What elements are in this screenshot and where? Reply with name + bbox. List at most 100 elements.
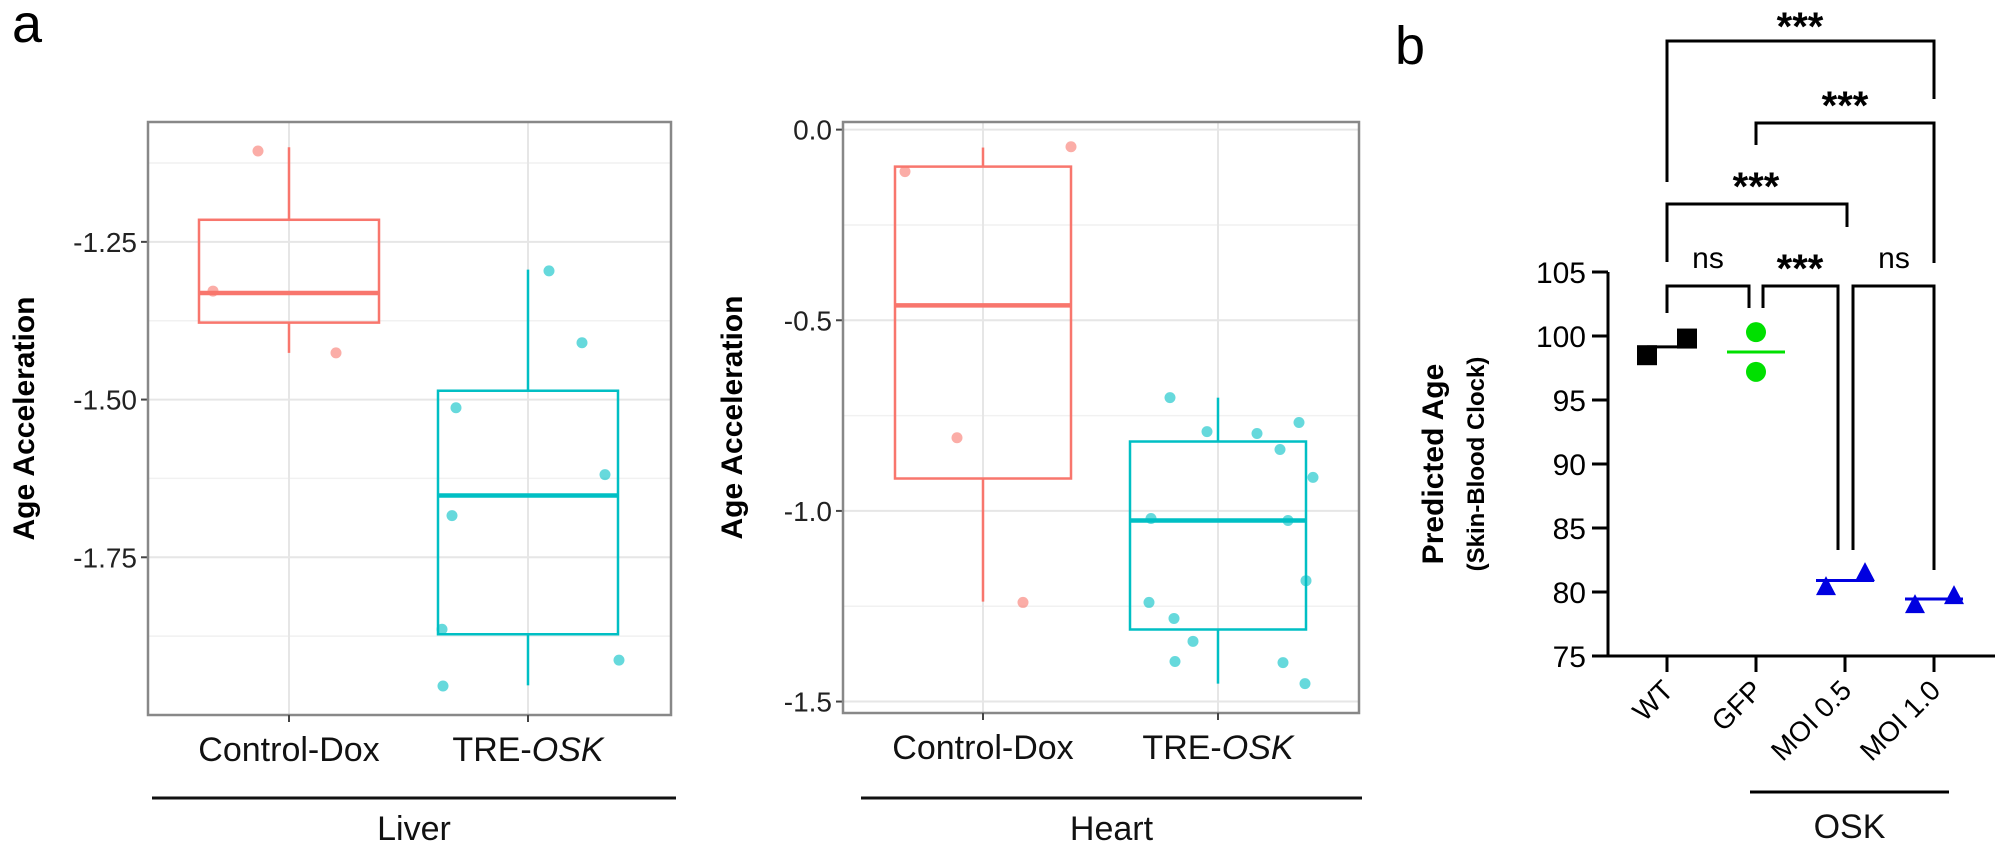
data-point (1017, 596, 1029, 608)
bracket-line (1761, 284, 1840, 550)
data-point-triangle (1944, 585, 1964, 605)
heart-boxplot: 0.0 -0.5 -1.0 -1.5 Control-Dox TRE-OSK Heart Ag… (716, 115, 1362, 845)
bracket-line (1665, 39, 1936, 182)
significance-bracket: *** (1665, 165, 1849, 262)
data-point (1169, 656, 1181, 668)
data-point (899, 166, 911, 178)
data-point (1187, 635, 1199, 647)
y-tick-label: 105 (1536, 257, 1586, 290)
y-tick-label: -1.0 (784, 496, 832, 527)
panel-label-b: b (1395, 16, 1425, 76)
x-tick-label-text: TRE- (1142, 729, 1221, 767)
y-axis-subtitle: (Skin-Blood Clock) (1463, 357, 1490, 572)
significance-label: ns (1878, 242, 1910, 275)
significance-bracket: ns (1665, 242, 1751, 313)
bracket-line (1851, 284, 1936, 570)
data-point (1307, 471, 1319, 483)
significance-label: *** (1733, 165, 1780, 209)
data-point (252, 145, 264, 157)
data-point-circle (1746, 322, 1766, 343)
data-point (330, 347, 342, 359)
significance-bracket: *** (1754, 84, 1936, 263)
y-tick-label: 90 (1553, 449, 1586, 482)
significance-label: *** (1777, 5, 1824, 49)
box-iqr (197, 218, 381, 324)
significance-bracket: ns (1851, 242, 1936, 570)
panel-label-a: a (12, 0, 43, 54)
box-iqr (436, 389, 620, 636)
data-point-square (1677, 328, 1697, 349)
bracket-line (1665, 284, 1751, 313)
y-axis-title: Age Acceleration (716, 296, 749, 540)
y-tick-label: 75 (1553, 641, 1586, 674)
data-point-triangle (1816, 576, 1836, 596)
plot-frame (146, 120, 673, 717)
x-tick-label-italic: OSK (532, 731, 605, 769)
y-tick-label: 100 (1536, 321, 1586, 354)
bracket-line (1754, 121, 1936, 263)
y-tick-label: -1.50 (73, 385, 137, 416)
x-tick-label-italic: OSK (1222, 729, 1295, 767)
y-tick-label: -1.5 (784, 687, 832, 718)
data-point (1168, 612, 1180, 624)
y-tick-label: -1.25 (73, 227, 137, 258)
y-tick-label: -0.5 (784, 305, 832, 336)
box-treatment (1128, 392, 1319, 690)
data-point (599, 469, 611, 481)
series-moi-1-0 (1905, 585, 1964, 614)
x-tick-label: TRE-OSK (452, 731, 604, 769)
liver-boxplot: -1.25 -1.50 -1.75 Control-Dox TRE-OSK Liver Ag… (8, 120, 676, 845)
y-tick-label: 0.0 (793, 115, 832, 146)
data-point (543, 265, 555, 277)
y-axis-title: Age Acceleration (8, 297, 41, 541)
data-point (207, 285, 219, 297)
y-tick-label: -1.75 (73, 542, 137, 573)
data-point (1065, 141, 1077, 153)
bracket-line (1665, 202, 1849, 262)
x-tick-label: Control-Dox (198, 731, 379, 769)
data-point (446, 510, 458, 522)
box-control (197, 145, 381, 359)
data-point (613, 654, 625, 666)
box-control (893, 141, 1077, 608)
x-tick-label: TRE-OSK (1142, 729, 1294, 767)
group-label: OSK (1814, 808, 1886, 845)
data-point (1201, 426, 1213, 438)
data-point (1145, 513, 1157, 525)
significance-label: ns (1692, 242, 1724, 275)
y-tick-label: 80 (1553, 577, 1586, 610)
significance-label: *** (1822, 84, 1869, 128)
box-treatment (436, 265, 625, 692)
significance-bracket: *** (1665, 5, 1936, 182)
data-point (1299, 678, 1311, 690)
data-point (1143, 596, 1155, 608)
data-point-triangle (1905, 594, 1925, 614)
group-label: Heart (1070, 810, 1154, 845)
data-point-circle (1746, 361, 1766, 382)
y-tick-label: 85 (1553, 513, 1586, 546)
data-point (1293, 416, 1305, 428)
significance-label: *** (1777, 247, 1824, 291)
group-label: Liver (377, 810, 451, 845)
data-point (436, 623, 448, 635)
series-moi-0-5 (1816, 562, 1875, 596)
data-point-triangle (1855, 562, 1875, 582)
data-point (1300, 575, 1312, 587)
data-point (437, 680, 449, 692)
x-tick-label: Control-Dox (892, 729, 1073, 767)
data-point (576, 337, 588, 349)
box-iqr (1128, 440, 1308, 631)
data-point (1274, 444, 1286, 456)
data-point (1282, 514, 1294, 526)
data-point (1251, 428, 1263, 440)
plot-frame (841, 120, 1361, 715)
data-point (450, 402, 462, 414)
data-point (1277, 657, 1289, 669)
y-tick-label: 95 (1553, 385, 1586, 418)
y-axis-title: Predicted Age (1417, 364, 1450, 565)
data-point (1164, 392, 1176, 404)
x-tick-label-text: TRE- (452, 731, 531, 769)
box-iqr (893, 165, 1073, 480)
